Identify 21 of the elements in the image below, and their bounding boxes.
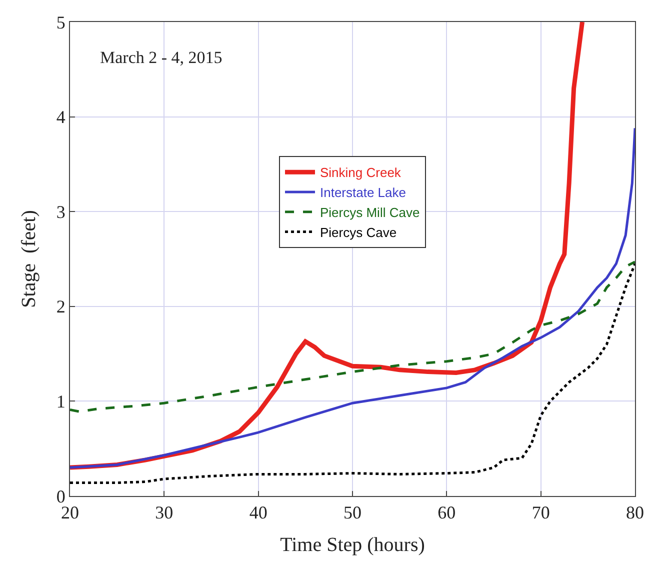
y-tick-label: 3 — [56, 202, 66, 222]
y-tick-label: 4 — [56, 107, 66, 128]
line-series — [70, 262, 635, 484]
annotation: March 2 - 4, 2015 — [100, 48, 222, 67]
x-tick-label: 50 — [344, 502, 362, 523]
legend-label: Piercys Cave — [320, 224, 397, 240]
line-series — [70, 126, 635, 469]
y-tick-label: 5 — [56, 12, 66, 32]
y-tick-label: 2 — [56, 296, 66, 317]
legend-label: Piercys Mill Cave — [320, 204, 420, 220]
legend-label: Sinking Creek — [320, 165, 402, 180]
x-tick-label: 40 — [249, 502, 268, 523]
y-axis-title: Stage (feet) — [18, 210, 40, 308]
line-series — [70, 260, 635, 413]
x-tick-label: 60 — [438, 502, 456, 523]
x-tick-label: 80 — [626, 502, 644, 523]
y-tick-label: 1 — [56, 392, 66, 412]
x-axis-title: Time Step (hours) — [280, 534, 425, 556]
x-tick-label: 30 — [155, 502, 174, 523]
x-tick-label: 70 — [532, 502, 550, 523]
legend-label: Interstate Lake — [320, 185, 406, 200]
